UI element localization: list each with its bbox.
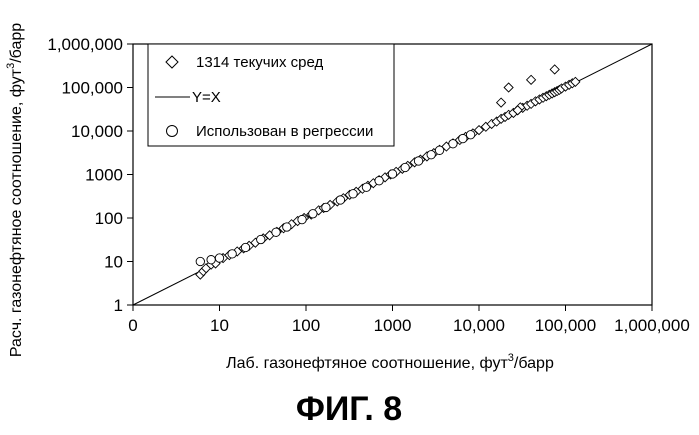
y-tick-label: 10,000 (71, 122, 123, 141)
data-point-circle (207, 255, 215, 263)
legend-circle-icon (167, 126, 178, 137)
data-point-circle (298, 215, 306, 223)
y-axis-ticks: 1 10 100 1000 10,000 100,000 1,000,000 (47, 35, 133, 315)
y-tick-label: 1000 (85, 166, 123, 185)
data-point-circle (449, 140, 457, 148)
data-point-diamond (550, 65, 559, 74)
data-point-circle (228, 250, 236, 258)
data-point-circle (309, 210, 317, 218)
data-point-circle (283, 223, 291, 231)
y-tick-label: 10 (104, 253, 123, 272)
legend-label-fluids: 1314 текучих сред (196, 54, 324, 71)
data-point-circle (215, 254, 223, 262)
data-point-circle (435, 146, 443, 154)
y-axis-title-main: Расч. газонефтяное соотношение, фут (8, 68, 25, 357)
x-axis-ticks: 0 10 100 1000 10,000 100,000 1,000,000 (128, 305, 690, 335)
data-point-circle (349, 190, 357, 198)
x-axis-title: Лаб. газонефтяное соотношение, фут3/барр (226, 352, 554, 372)
data-point-circle (427, 151, 435, 159)
legend: 1314 текучих сред Y=X Использован в регр… (148, 44, 394, 146)
data-point-circle (388, 170, 396, 178)
y-tick-label: 1 (114, 296, 123, 315)
data-point-circle (322, 203, 330, 211)
data-point-circle (257, 235, 265, 243)
x-tick-label: 100 (292, 316, 320, 335)
x-tick-label: 0 (128, 316, 137, 335)
data-point-diamond (497, 98, 506, 107)
data-point-circle (375, 177, 383, 185)
x-tick-label: 1000 (374, 316, 412, 335)
data-point-circle (466, 131, 474, 139)
x-tick-label: 10 (210, 316, 229, 335)
x-tick-label: 100,000 (535, 316, 596, 335)
data-point-diamond (504, 83, 513, 92)
y-axis-title: Расч. газонефтяное соотношение, фут3/бар… (5, 23, 25, 357)
x-axis-title-main: Лаб. газонефтяное соотношение, фут (226, 355, 508, 372)
data-point-circle (362, 183, 370, 191)
x-axis-title-tail: /барр (514, 355, 554, 372)
data-point-circle (196, 257, 204, 265)
y-tick-label: 1,000,000 (47, 35, 123, 54)
legend-label-yx: Y=X (192, 89, 221, 106)
data-point-diamond (527, 75, 536, 84)
data-point-circle (241, 243, 249, 251)
x-tick-label: 10,000 (453, 316, 505, 335)
figure-caption: ФИГ. 8 (296, 390, 402, 428)
legend-label-regression: Использован в регрессии (196, 123, 373, 140)
data-point-circle (272, 228, 280, 236)
data-point-circle (459, 134, 467, 142)
data-point-circle (336, 196, 344, 204)
y-tick-label: 100 (95, 209, 123, 228)
y-axis-title-tail: /барр (8, 23, 25, 63)
y-tick-label: 100,000 (62, 79, 123, 98)
data-point-circle (414, 157, 422, 165)
x-tick-label: 1,000,000 (614, 316, 690, 335)
data-point-circle (401, 163, 409, 171)
